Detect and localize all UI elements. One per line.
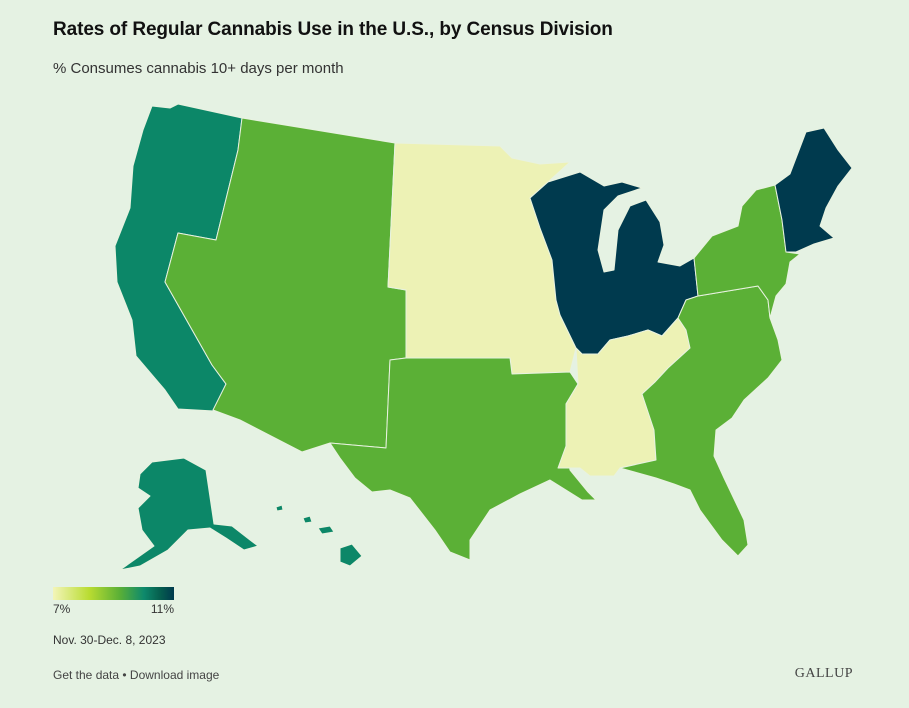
get-data-link[interactable]: Get the data	[53, 668, 120, 682]
chart-subtitle: % Consumes cannabis 10+ days per month	[53, 60, 344, 77]
division-east-north-central[interactable]	[529, 171, 699, 355]
division-west-north-central[interactable]	[387, 142, 577, 375]
division-west-south-central[interactable]	[329, 357, 597, 561]
legend-min-label: 7%	[53, 602, 71, 616]
download-image-link[interactable]: Download image	[129, 668, 220, 682]
color-legend: 7% 11%	[53, 587, 174, 616]
footer-separator: •	[119, 668, 130, 682]
legend-gradient-bar	[53, 587, 174, 600]
division-middle-atlantic[interactable]	[693, 184, 801, 319]
division-pacific-hawaii[interactable]	[339, 543, 363, 567]
gallup-logo: GALLUP	[794, 666, 853, 681]
division-south-atlantic[interactable]	[619, 285, 783, 557]
footer-links: Get the data • Download image	[53, 668, 219, 682]
chart-title: Rates of Regular Cannabis Use in the U.S…	[53, 19, 613, 40]
division-new-england[interactable]	[774, 127, 853, 253]
survey-date: Nov. 30-Dec. 8, 2023	[53, 633, 166, 647]
division-pacific-hawaii-islands[interactable]	[275, 504, 335, 535]
division-pacific-alaska[interactable]	[119, 457, 259, 571]
legend-max-label: 11%	[150, 602, 174, 616]
